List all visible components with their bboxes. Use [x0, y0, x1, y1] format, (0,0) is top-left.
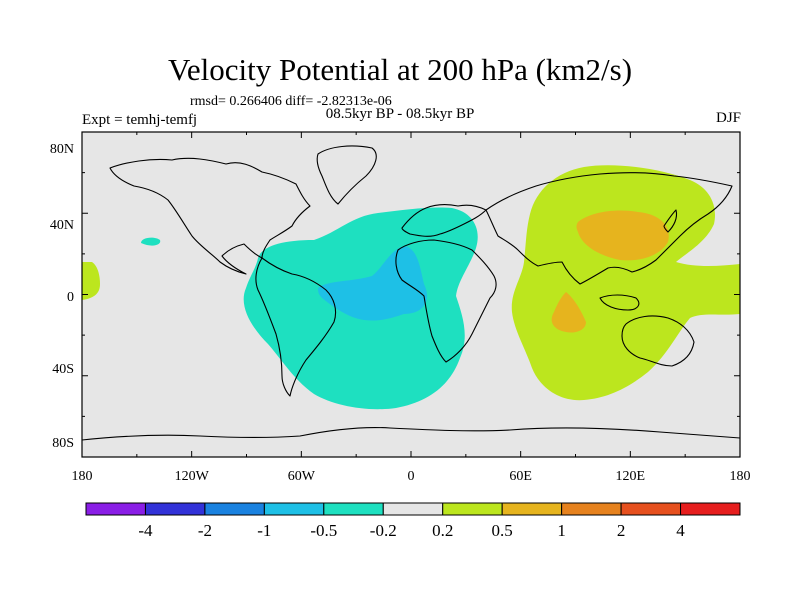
colorbar-swatch	[442, 502, 503, 516]
negative-contour-small-pacific	[141, 237, 161, 246]
coastline-antarctica	[82, 426, 740, 441]
colorbar-swatch	[85, 502, 146, 516]
colorbar: -4 -2 -1 -0.5 -0.2 0.2 0.5 1 2 4	[85, 502, 741, 540]
colorbar-swatch	[561, 502, 622, 516]
lon-tick-label: 0	[408, 469, 415, 484]
positive-contour-dateline-edge	[82, 262, 100, 300]
colorbar-label: -1	[257, 521, 271, 540]
coastline-maritime-continent	[599, 294, 640, 311]
lon-tick-label: 120E	[616, 469, 646, 484]
lon-tick-label: 120W	[175, 469, 210, 484]
colorbar-label: 4	[676, 521, 685, 540]
coastline-japan	[663, 209, 678, 233]
coastline-africa	[395, 239, 497, 363]
colorbar-label: 1	[557, 521, 566, 540]
colorbar-swatch	[263, 502, 325, 516]
lat-tick-label: 80N	[50, 142, 74, 157]
lat-tick-label: 40N	[50, 218, 74, 233]
colorbar-label: 0.5	[492, 521, 513, 540]
axis-ticks	[81, 131, 741, 458]
colorbar-swatch	[620, 502, 682, 516]
coastline-greenland	[316, 145, 377, 205]
colorbar-label: 0.2	[432, 521, 453, 540]
coastline-south-america	[255, 257, 337, 397]
experiment-label: Expt = temhj-temfj	[82, 112, 198, 128]
negative-contour-inner	[318, 246, 428, 321]
season-label: DJF	[715, 110, 741, 126]
colorbar-label: -4	[138, 521, 153, 540]
rmsd-diff-stats: rmsd= 0.266406 diff= -2.82313e-06	[190, 94, 392, 109]
lon-tick-label: 60E	[509, 469, 532, 484]
colorbar-label: -0.5	[310, 521, 337, 540]
colorbar-label: -2	[198, 521, 212, 540]
period-label: 08.5kyr BP - 08.5kyr BP	[325, 106, 475, 122]
colorbar-swatch	[144, 502, 206, 516]
positive-contour-inner-asia	[576, 210, 669, 261]
positive-contour-outer	[511, 165, 740, 401]
colorbar-swatch	[382, 502, 444, 516]
lat-tick-label: 0	[67, 290, 74, 305]
colorbar-swatch	[501, 502, 563, 516]
positive-contour-inner-indian-ocean	[551, 292, 586, 333]
lat-tick-label: 80S	[52, 436, 74, 451]
colorbar-label: 2	[617, 521, 626, 540]
lon-tick-label: 180	[730, 469, 751, 484]
colorbar-label: -0.2	[370, 521, 397, 540]
colorbar-swatch	[323, 502, 384, 516]
coastline-europe	[401, 204, 487, 237]
coastline-eurasia	[485, 172, 733, 285]
coastline-australia	[621, 315, 695, 367]
coastlines	[82, 145, 740, 441]
lon-tick-label: 180	[72, 469, 93, 484]
colorbar-swatch	[204, 502, 265, 516]
map-title: Velocity Potential at 200 hPa (km2/s)	[167, 52, 633, 87]
lon-tick-label: 60W	[288, 469, 316, 484]
colorbar-swatch	[680, 502, 741, 516]
axis-tick-labels: 180 120W 60W 0 60E 120E 180 80N 40N 0 40…	[50, 142, 751, 484]
lat-tick-label: 40S	[52, 362, 74, 377]
